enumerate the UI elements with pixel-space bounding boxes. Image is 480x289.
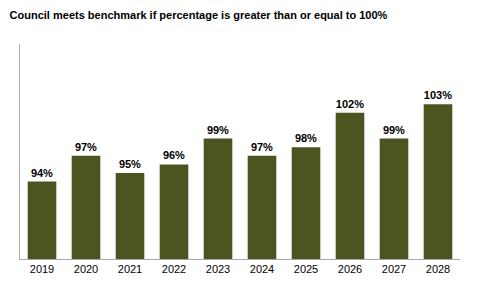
svg-text:2023: 2023	[206, 263, 230, 275]
svg-text:98%: 98%	[295, 132, 317, 144]
svg-text:94%: 94%	[31, 167, 53, 179]
svg-text:96%: 96%	[163, 149, 185, 161]
svg-text:2021: 2021	[118, 263, 142, 275]
svg-text:95%: 95%	[119, 158, 141, 170]
svg-text:99%: 99%	[207, 124, 229, 136]
svg-text:97%: 97%	[75, 141, 97, 153]
svg-text:99%: 99%	[383, 124, 405, 136]
svg-text:2028: 2028	[426, 263, 450, 275]
svg-text:2022: 2022	[162, 263, 186, 275]
svg-text:2025: 2025	[294, 263, 318, 275]
svg-text:2027: 2027	[382, 263, 406, 275]
svg-text:Council meets benchmark if per: Council meets benchmark if percentage is…	[10, 9, 388, 21]
svg-text:97%: 97%	[251, 141, 273, 153]
svg-text:2026: 2026	[338, 263, 362, 275]
svg-text:2019: 2019	[30, 263, 54, 275]
svg-text:2024: 2024	[250, 263, 274, 275]
svg-text:103%: 103%	[424, 89, 452, 101]
svg-text:102%: 102%	[336, 98, 364, 110]
svg-text:2020: 2020	[74, 263, 98, 275]
